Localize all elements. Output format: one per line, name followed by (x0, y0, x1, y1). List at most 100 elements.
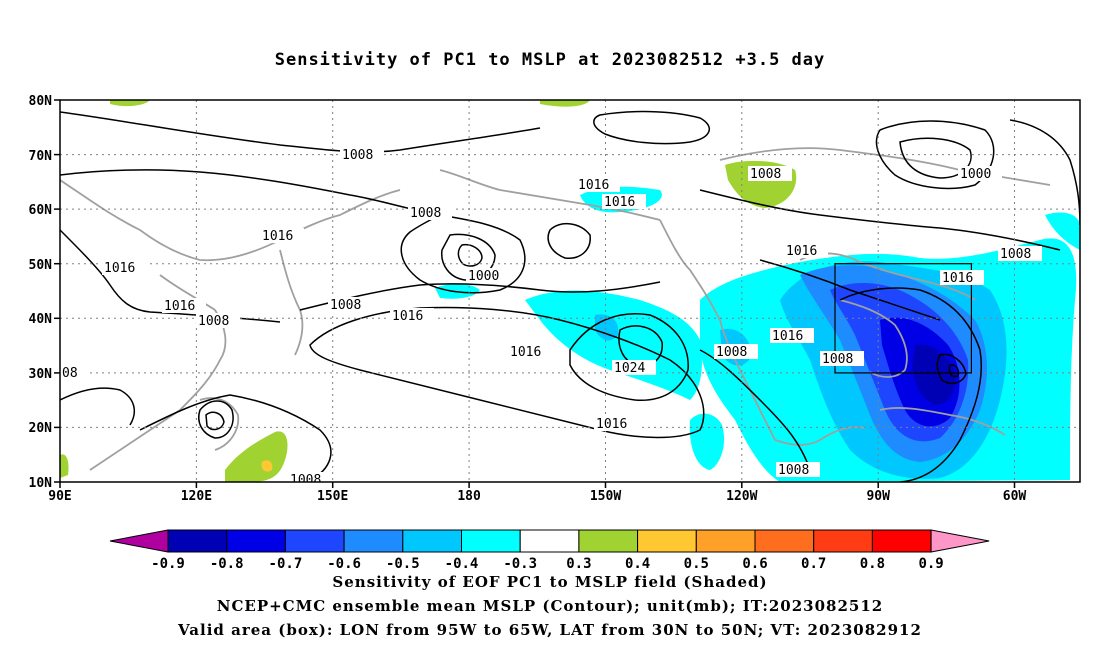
contour-label: 1016 (162, 298, 206, 314)
svg-text:1016: 1016 (596, 417, 627, 432)
lat-axis: 80N 70N 60N 50N 40N 30N 20N 10N (29, 94, 60, 491)
svg-text:1016: 1016 (578, 178, 609, 193)
contour-label: 1016 (770, 328, 814, 344)
svg-text:1008: 1008 (410, 206, 441, 221)
lon-label: 90W (866, 489, 890, 504)
colorbar-tick-label: 0.4 (625, 556, 650, 572)
map-frame (59, 99, 1081, 483)
svg-text:1016: 1016 (772, 329, 803, 344)
contour-label: 1000 (466, 268, 510, 284)
caption-line-1: Sensitivity of EOF PC1 to MSLP field (Sh… (332, 573, 768, 591)
colorbar-segment (284, 529, 345, 553)
colorbar-segment (695, 529, 756, 553)
svg-text:1016: 1016 (392, 309, 423, 324)
svg-text:1016: 1016 (604, 195, 635, 210)
caption-line-3: Valid area (box): LON from 95W to 65W, L… (178, 621, 922, 639)
svg-text:1008: 1008 (750, 167, 781, 182)
lat-label: 70N (29, 149, 53, 164)
lat-label: 40N (29, 312, 53, 327)
lon-label: 150E (317, 489, 348, 504)
svg-text:1008: 1008 (290, 473, 321, 488)
colorbar-segment (637, 529, 697, 553)
svg-text:1016: 1016 (262, 229, 293, 244)
svg-text:1016: 1016 (786, 244, 817, 259)
svg-text:1016: 1016 (164, 299, 195, 314)
svg-text:1000: 1000 (468, 269, 499, 284)
colorbar-tick-label: 0.6 (742, 556, 767, 572)
svg-text:1008: 1008 (198, 314, 229, 329)
contour-label: 1008 (340, 147, 384, 163)
svg-text:1008: 1008 (822, 352, 853, 367)
colorbar-tick-label: 0.8 (860, 556, 885, 572)
colorbar-segment (813, 529, 873, 553)
colorbar-tick-label: -0.5 (386, 556, 420, 572)
contour-label: 1000 (958, 166, 1002, 182)
svg-text:1024: 1024 (614, 361, 645, 376)
contour-label: 1008 (408, 205, 452, 221)
svg-text:1016: 1016 (942, 271, 973, 286)
colorbar-segment (402, 529, 462, 553)
colorbar-segment (167, 529, 228, 553)
lon-label: 90E (48, 489, 71, 504)
lat-label: 60N (29, 203, 53, 218)
sensitivity-shading (60, 100, 1080, 482)
lat-label: 20N (29, 421, 53, 436)
gridlines (60, 100, 1080, 482)
contour-label: 1016 (602, 194, 646, 210)
svg-text:08: 08 (62, 366, 78, 381)
colorbar-right-arrow (930, 529, 990, 553)
colorbar-tick-label: -0.3 (503, 556, 537, 572)
svg-text:1000: 1000 (960, 167, 991, 182)
lon-axis: 90E 120E 150E 180 150W 120W 90W 60W (48, 482, 1026, 504)
colorbar-segment (578, 529, 639, 553)
contour-label: 08 (60, 365, 88, 381)
contour-label: 1024 (612, 360, 656, 376)
contour-label: 1016 (508, 344, 552, 360)
contour-label: 1008 (196, 313, 240, 329)
colorbar-left-arrow (109, 529, 169, 553)
colorbar-segment (343, 529, 404, 553)
contour-label: 1008 (998, 246, 1042, 262)
lon-label: 150W (590, 489, 621, 504)
svg-text:1016: 1016 (104, 261, 135, 276)
colorbar: -0.9 -0.8 -0.7 -0.6 -0.5 -0.4 -0.3 0.3 0.4 0.5 0.6… (109, 529, 990, 572)
svg-text:1008: 1008 (330, 298, 361, 313)
chart-title: Sensitivity of PC1 to MSLP at 2023082512… (274, 50, 826, 70)
lat-label: 80N (29, 94, 53, 109)
colorbar-tick-label: 0.7 (801, 556, 826, 572)
svg-text:1008: 1008 (1000, 247, 1031, 262)
lat-label: 50N (29, 258, 53, 273)
valid-area-box (834, 263, 972, 374)
colorbar-tick-label: -0.9 (151, 556, 185, 572)
contour-label: 1016 (102, 260, 146, 276)
colorbar-segment (871, 529, 932, 553)
contour-label: 1016 (594, 416, 638, 432)
svg-text:1008: 1008 (716, 345, 747, 360)
contour-label: 1008 (288, 472, 332, 488)
colorbar-segment (519, 529, 580, 553)
svg-text:1008: 1008 (778, 463, 809, 478)
svg-text:1016: 1016 (510, 345, 541, 360)
contour-label: 1016 (390, 308, 434, 324)
contour-label: 1008 (714, 344, 758, 360)
lon-label: 180 (457, 489, 481, 504)
lon-label: 120E (181, 489, 212, 504)
contour-label: 1016 (784, 243, 828, 259)
colorbar-segment (754, 529, 815, 553)
contour-label: 1008 (776, 462, 820, 478)
caption-line-2: NCEP+CMC ensemble mean MSLP (Contour); u… (216, 597, 884, 615)
lon-label: 60W (1003, 489, 1027, 504)
mslp-contours (60, 110, 1080, 482)
colorbar-tick-label: 0.5 (684, 556, 709, 572)
contour-label: 1008 (748, 166, 792, 182)
contour-label: 1016 (940, 270, 984, 286)
colorbar-tick-label: -0.4 (445, 556, 479, 572)
colorbar-tick-label: -0.8 (210, 556, 244, 572)
lon-label: 120W (726, 489, 757, 504)
contour-label: 1016 (260, 228, 304, 244)
lat-label: 30N (29, 367, 53, 382)
colorbar-tick-label: 0.3 (566, 556, 591, 572)
contour-label: 1008 (328, 297, 372, 313)
contour-label: 1016 (576, 177, 620, 193)
